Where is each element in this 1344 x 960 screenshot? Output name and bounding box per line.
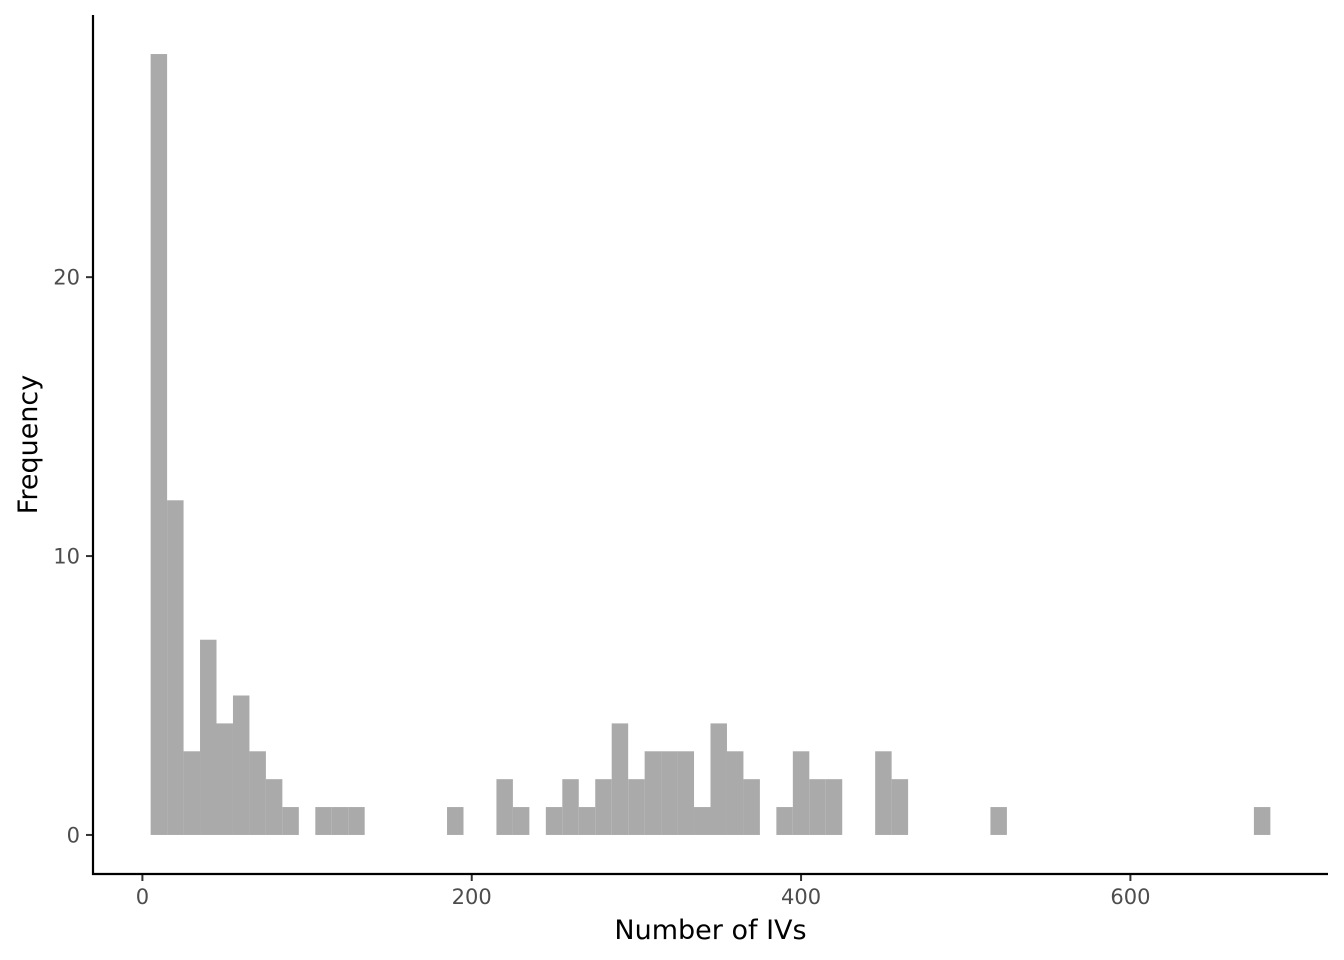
histogram-bar-410 [809, 779, 826, 835]
histogram-bar-20 [167, 500, 184, 835]
histogram-bar-30 [183, 751, 201, 835]
histogram-bar-310 [644, 751, 662, 835]
histogram-bar-420 [825, 779, 843, 835]
histogram-bar-40 [200, 639, 217, 835]
histogram-bar-110 [315, 807, 332, 835]
histogram-bar-360 [726, 751, 744, 835]
histogram-bar-400 [792, 751, 810, 835]
histogram-bar-190 [447, 807, 464, 835]
y-axis-title: Frequency [13, 375, 44, 515]
histogram-bar-370 [743, 779, 760, 835]
y-tick-label-20: 20 [53, 266, 80, 290]
x-axis-ticks: 0 200 400 600 [136, 874, 1150, 909]
y-tick-label-10: 10 [53, 545, 80, 569]
histogram-bar-520 [990, 807, 1007, 835]
histogram-bar-10 [150, 54, 168, 835]
histogram-bar-80 [265, 779, 283, 835]
histogram-bar-280 [595, 779, 612, 835]
histogram-bar-70 [249, 751, 266, 835]
histogram-bar-300 [628, 779, 645, 835]
histogram-bar-120 [331, 807, 349, 835]
x-axis-title: Number of IVs [614, 915, 806, 946]
x-tick-label-200: 200 [452, 885, 492, 909]
histogram-bar-230 [512, 807, 530, 835]
histogram-bar-130 [348, 807, 365, 835]
histogram-bar-260 [562, 779, 579, 835]
histogram-bar-390 [776, 807, 793, 835]
histogram-bar-320 [661, 751, 678, 835]
x-tick-label-0: 0 [136, 885, 149, 909]
histogram-bar-330 [677, 751, 695, 835]
histogram-bar-340 [694, 807, 711, 835]
histogram-bar-90 [282, 807, 299, 835]
y-axis-ticks: 0 10 20 [53, 266, 93, 847]
histogram-bar-60 [232, 695, 250, 835]
x-tick-label-400: 400 [781, 885, 821, 909]
histogram-bar-350 [710, 723, 727, 835]
histogram-bar-460 [891, 779, 909, 835]
histogram-bar-250 [545, 807, 563, 835]
histogram-bars [150, 54, 1271, 835]
x-tick-label-600: 600 [1110, 885, 1150, 909]
histogram-bar-50 [216, 723, 233, 835]
histogram-bar-450 [875, 751, 892, 835]
histogram-bar-680 [1253, 807, 1271, 835]
histogram-bar-290 [611, 723, 629, 835]
y-tick-label-0: 0 [67, 823, 80, 847]
histogram-bar-270 [578, 807, 596, 835]
histogram-bar-220 [496, 779, 513, 835]
